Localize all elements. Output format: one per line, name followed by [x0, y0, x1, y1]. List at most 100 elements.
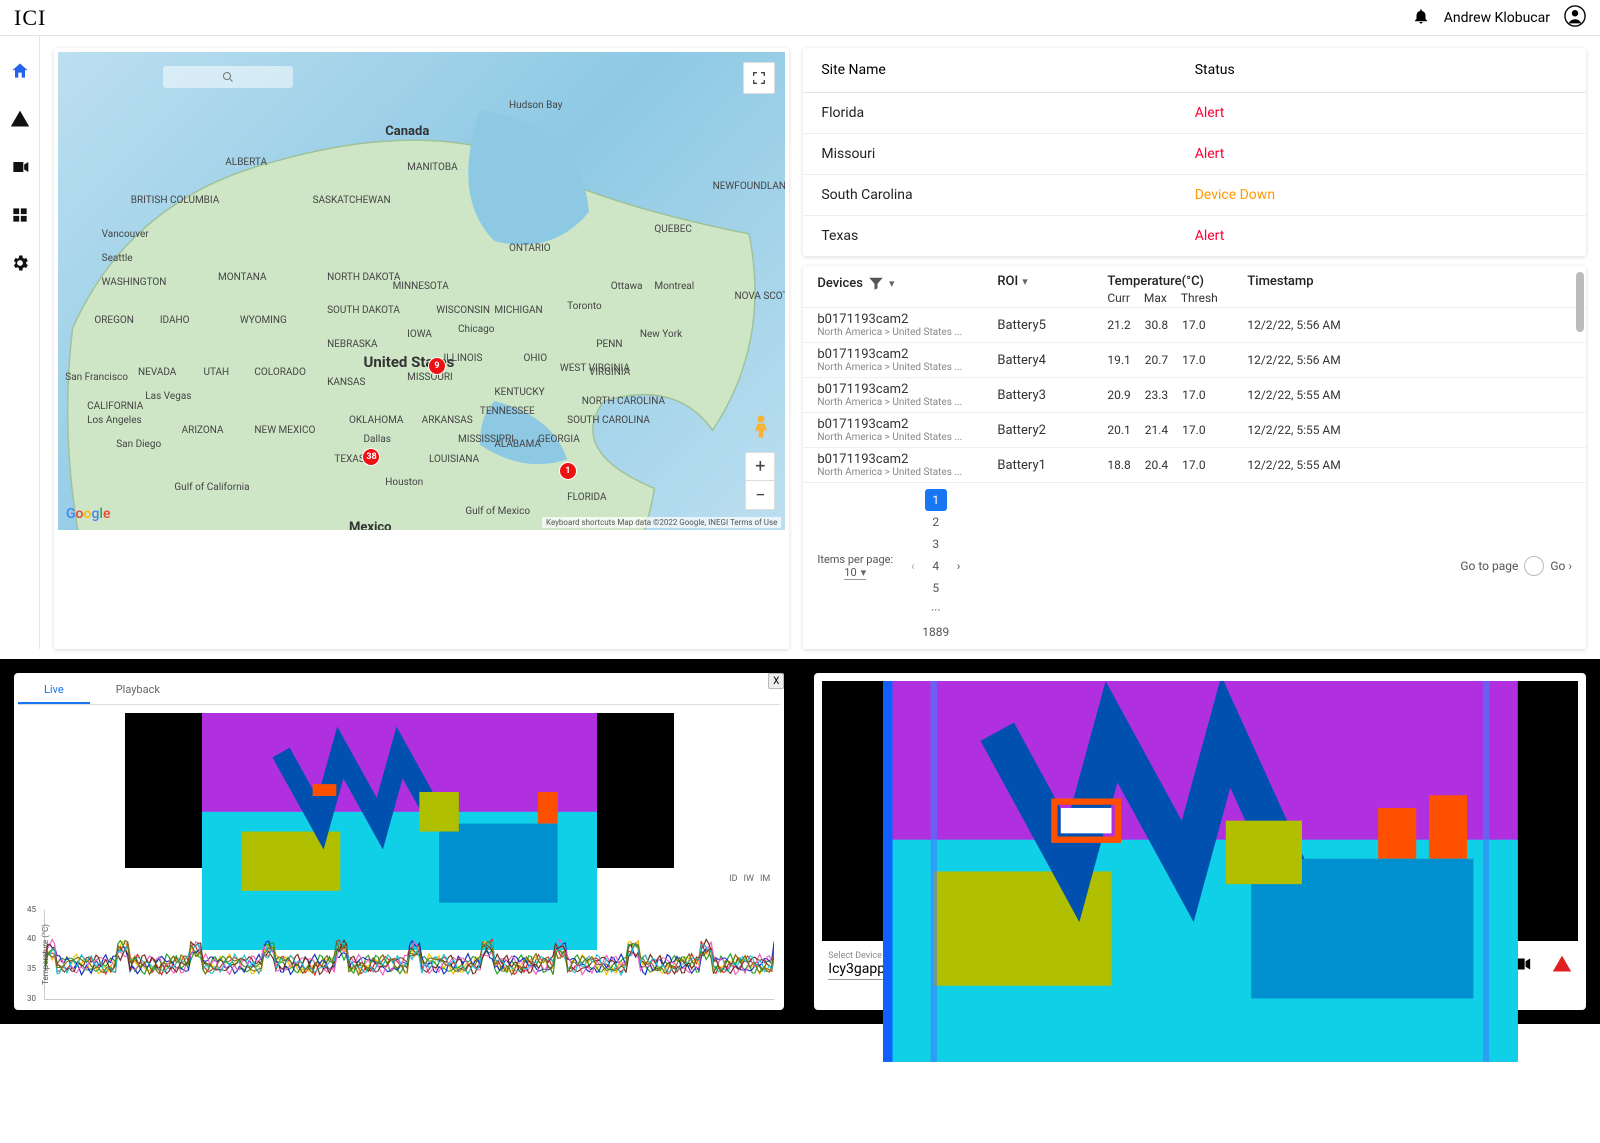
- map[interactable]: CanadaUnited StatesMexicoHudson BayBRITI…: [58, 52, 785, 530]
- map-label: Ottawa: [611, 281, 643, 292]
- page-number[interactable]: 3: [925, 533, 947, 555]
- page-number[interactable]: 2: [925, 511, 947, 533]
- map-label: Hudson Bay: [509, 100, 562, 111]
- page-number[interactable]: 5: [925, 577, 947, 599]
- max-label: Max: [1144, 291, 1167, 305]
- settings-icon[interactable]: [10, 253, 30, 273]
- map-label: SOUTH CAROLINA: [567, 415, 650, 426]
- zoom-out-button[interactable]: −: [746, 481, 774, 509]
- site-row[interactable]: South CarolinaDevice Down: [803, 175, 1586, 216]
- map-label: Canada: [385, 124, 429, 139]
- alert-icon[interactable]: [10, 109, 30, 129]
- camera-panel-area: X Live Playback IDIWIM 11051106110211061…: [0, 659, 1600, 1024]
- streetview-icon[interactable]: [747, 412, 775, 440]
- map-label: NEW MEXICO: [254, 425, 315, 436]
- chart-y-label: Temperature (°C): [41, 924, 50, 985]
- map-label: OKLAHOMA: [349, 415, 404, 426]
- sort-icon[interactable]: ▾: [889, 277, 895, 290]
- map-label: Gulf of California: [174, 482, 249, 493]
- camera-icon[interactable]: [10, 157, 30, 177]
- map-card: CanadaUnited StatesMexicoHudson BayBRITI…: [54, 48, 789, 649]
- user-avatar-icon[interactable]: [1564, 5, 1586, 31]
- devices-col-header[interactable]: Devices: [817, 276, 863, 291]
- site-row[interactable]: TexasAlert: [803, 216, 1586, 256]
- fullscreen-icon[interactable]: [743, 62, 775, 94]
- alert-icon[interactable]: [1552, 954, 1572, 978]
- map-label: TENNESSEE: [480, 406, 535, 417]
- map-label: PENN: [596, 339, 622, 350]
- map-search[interactable]: [163, 66, 293, 88]
- map-label: NEWFOUNDLAND & LABRADOR: [713, 181, 786, 192]
- next-page-icon[interactable]: ›: [957, 559, 961, 573]
- map-label: NEVADA: [138, 367, 176, 378]
- devices-table: Devices ▾ ROI ▾ Temperature(°C) Curr: [803, 266, 1586, 649]
- grid-icon[interactable]: [10, 205, 30, 225]
- prev-page-icon[interactable]: ‹: [911, 559, 915, 573]
- device-row[interactable]: b0171193cam2North America > United State…: [803, 447, 1586, 482]
- camera-card-left: X Live Playback IDIWIM 11051106110211061…: [14, 673, 784, 1010]
- y-tick: 30: [27, 994, 36, 1003]
- meta-label: IW: [744, 874, 754, 884]
- goto-input[interactable]: [1524, 556, 1544, 576]
- logo: ICI: [14, 5, 46, 31]
- map-label: NOVA SCOTIA: [734, 291, 785, 302]
- goto-label: Go to page: [1460, 559, 1518, 573]
- go-button[interactable]: Go ›: [1550, 559, 1572, 573]
- ipp-select[interactable]: 10 ▾: [844, 566, 866, 580]
- map-label: WASHINGTON: [102, 277, 167, 288]
- map-label: Vancouver: [102, 229, 149, 240]
- bell-icon[interactable]: [1412, 7, 1430, 29]
- map-label: WISCONSIN: [436, 305, 490, 316]
- roi-col-header[interactable]: ROI: [997, 274, 1018, 289]
- sites-col-status: Status: [1195, 62, 1568, 78]
- page-number[interactable]: 1: [925, 489, 947, 511]
- thresh-label: Thresh: [1181, 291, 1218, 305]
- sort-icon[interactable]: ▾: [1022, 275, 1028, 288]
- site-row[interactable]: MissouriAlert: [803, 134, 1586, 175]
- map-label: Montreal: [654, 281, 694, 292]
- map-label: MANITOBA: [407, 162, 458, 173]
- page-number[interactable]: 1889: [925, 621, 947, 643]
- y-tick: 40: [27, 934, 36, 943]
- tab-playback[interactable]: Playback: [90, 677, 186, 704]
- map-pin[interactable]: 9: [429, 358, 445, 374]
- thermal-image-small: [125, 713, 674, 868]
- user-name: Andrew Klobucar: [1444, 10, 1550, 26]
- map-label: Houston: [385, 477, 423, 488]
- map-label: NEBRASKA: [327, 339, 377, 350]
- map-label: ARKANSAS: [422, 415, 473, 426]
- map-label: Dallas: [363, 434, 390, 445]
- map-label: IOWA: [407, 329, 432, 340]
- site-row[interactable]: FloridaAlert: [803, 93, 1586, 134]
- scrollbar[interactable]: [1576, 272, 1584, 332]
- meta-label: ID: [729, 874, 737, 884]
- pagination: ‹ 12345···1889 ›: [911, 489, 960, 643]
- device-row[interactable]: b0171193cam2North America > United State…: [803, 307, 1586, 342]
- page-number[interactable]: 4: [925, 555, 947, 577]
- page-number[interactable]: ···: [925, 599, 947, 621]
- map-label: COLORADO: [254, 367, 305, 378]
- zoom-in-button[interactable]: +: [746, 453, 774, 481]
- filter-icon[interactable]: [867, 274, 885, 292]
- map-label: BRITISH COLUMBIA: [131, 195, 220, 206]
- tab-live[interactable]: Live: [18, 677, 90, 704]
- map-label: FLORIDA: [567, 492, 606, 503]
- device-row[interactable]: b0171193cam2North America > United State…: [803, 412, 1586, 447]
- map-label: KANSAS: [327, 377, 365, 388]
- map-label: Gulf of Mexico: [465, 506, 530, 517]
- map-label: QUEBEC: [654, 224, 691, 235]
- ts-col-header: Timestamp: [1247, 274, 1313, 289]
- sites-table: Site Name Status FloridaAlertMissouriAle…: [803, 48, 1586, 256]
- map-label: Mexico: [349, 520, 392, 530]
- close-icon[interactable]: X: [768, 673, 784, 689]
- device-row[interactable]: b0171193cam2North America > United State…: [803, 342, 1586, 377]
- top-bar: ICI Andrew Klobucar: [0, 0, 1600, 36]
- map-label: Los Angeles: [87, 415, 142, 426]
- side-nav: [0, 36, 40, 649]
- device-row[interactable]: b0171193cam2North America > United State…: [803, 377, 1586, 412]
- map-label: Las Vegas: [145, 391, 191, 402]
- map-label: NORTH CAROLINA: [582, 396, 665, 407]
- home-icon[interactable]: [10, 61, 30, 81]
- map-pin[interactable]: 1: [560, 463, 576, 479]
- map-label: Chicago: [458, 324, 494, 335]
